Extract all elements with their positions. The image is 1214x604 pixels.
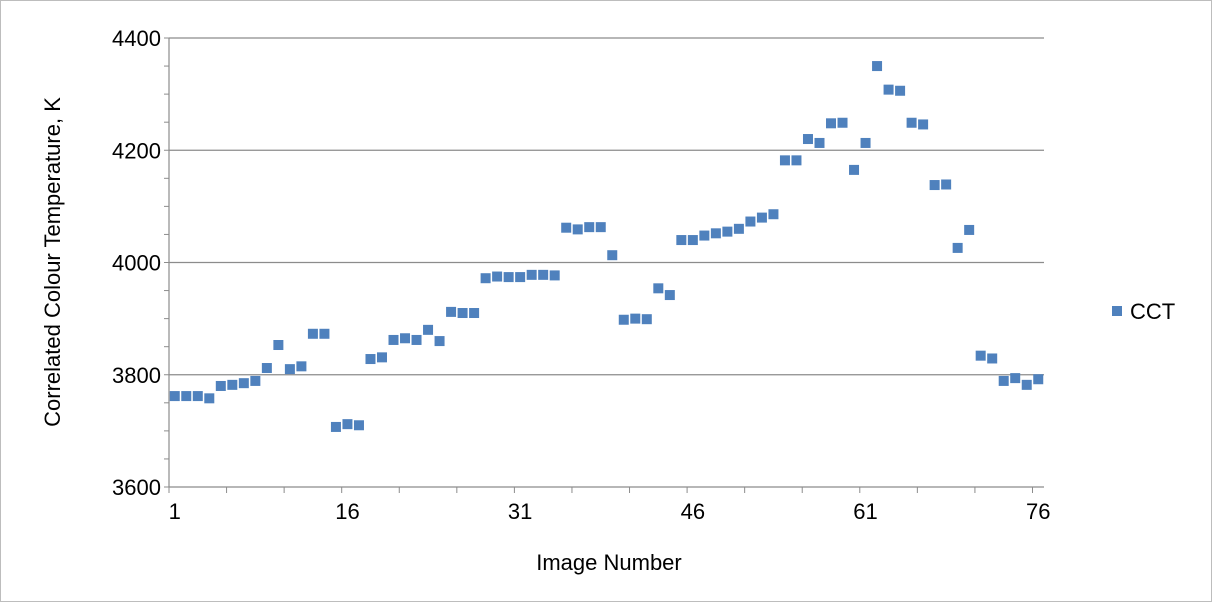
data-point [250, 375, 261, 386]
x-tick-label: 31 [508, 499, 532, 524]
data-point [400, 333, 411, 344]
data-point [572, 224, 583, 235]
data-point [987, 353, 998, 364]
x-tick-label: 16 [335, 499, 359, 524]
data-point [826, 118, 837, 129]
x-tick-label: 76 [1026, 499, 1050, 524]
y-tick-label: 3800 [112, 363, 161, 388]
data-point [768, 209, 779, 220]
data-point [653, 283, 664, 294]
x-tick-labels: 1 16 31 46 61 76 [169, 499, 1051, 524]
legend: CCT [1112, 299, 1175, 324]
data-point [837, 117, 848, 128]
data-point [722, 226, 733, 237]
data-point [1033, 374, 1044, 385]
data-point [779, 155, 790, 166]
data-point [883, 84, 894, 95]
y-tick-label: 4000 [112, 251, 161, 276]
data-point [929, 180, 940, 191]
data-point [607, 250, 618, 261]
y-tick-labels: 3600 3800 4000 4200 4400 [112, 26, 161, 500]
gridlines [169, 37, 1044, 376]
data-point [710, 228, 721, 239]
data-point [181, 391, 192, 402]
data-point [330, 421, 341, 432]
data-point [561, 222, 572, 233]
y-tick-label: 3600 [112, 475, 161, 500]
data-point [215, 380, 226, 391]
data-point [503, 272, 514, 283]
data-point [261, 363, 272, 374]
data-point [457, 308, 468, 319]
data-point [319, 328, 330, 339]
x-tick-label: 61 [853, 499, 877, 524]
data-point [388, 334, 399, 345]
data-point [975, 350, 986, 361]
data-point [549, 270, 560, 281]
data-point [676, 235, 687, 246]
data-point [941, 179, 952, 190]
data-point [756, 212, 767, 223]
data-point [618, 314, 629, 325]
data-point [538, 269, 549, 280]
data-point [238, 378, 249, 389]
data-point [227, 379, 238, 390]
data-point [872, 61, 883, 72]
data-point [641, 314, 652, 325]
data-point [1010, 373, 1021, 384]
data-point [204, 393, 215, 404]
x-tick-label: 46 [681, 499, 705, 524]
data-point [952, 242, 963, 253]
data-point [964, 224, 975, 235]
data-point [895, 85, 906, 96]
data-point [469, 308, 480, 319]
data-point [353, 420, 364, 431]
data-point [342, 419, 353, 430]
y-tick-label: 4400 [112, 26, 161, 51]
data-point [526, 269, 537, 280]
data-point [423, 324, 434, 335]
data-point [584, 222, 595, 233]
y-tick-label: 4200 [112, 138, 161, 163]
legend-marker-cct [1112, 306, 1122, 316]
data-point [733, 223, 744, 234]
data-point [814, 137, 825, 148]
data-point [480, 273, 491, 284]
data-point [630, 313, 641, 324]
data-point [664, 290, 675, 301]
data-point [492, 271, 503, 282]
data-point [802, 134, 813, 145]
legend-label-cct: CCT [1130, 299, 1175, 324]
data-point [273, 340, 284, 351]
x-axis-title: Image Number [536, 550, 682, 575]
data-point [515, 272, 526, 283]
data-point [745, 216, 756, 227]
data-point [918, 119, 929, 130]
data-point [307, 328, 318, 339]
data-point [849, 164, 860, 175]
data-point [169, 391, 180, 402]
data-point [411, 334, 422, 345]
data-point [998, 375, 1009, 386]
y-axis-title: Correlated Colour Temperature, K [40, 97, 65, 427]
data-point [434, 336, 445, 347]
data-point [446, 306, 457, 317]
data-point [791, 155, 802, 166]
data-point [365, 354, 376, 365]
data-point [192, 391, 203, 402]
data-point [284, 364, 295, 375]
data-point [906, 117, 917, 128]
x-tick-label: 1 [169, 499, 181, 524]
data-point [860, 137, 871, 148]
data-point [687, 235, 698, 246]
data-point [376, 352, 387, 363]
data-point [296, 361, 307, 372]
data-point [595, 222, 606, 233]
data-points [169, 61, 1044, 432]
data-point [1021, 379, 1032, 390]
axes [164, 37, 1044, 493]
data-point [699, 230, 710, 241]
